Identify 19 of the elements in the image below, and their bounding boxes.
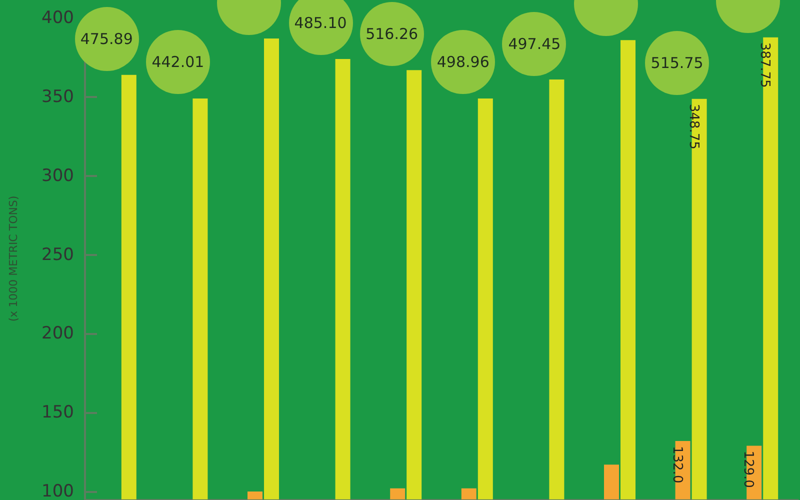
y-tick-label: 150 bbox=[42, 402, 74, 423]
y-tick-label: 200 bbox=[42, 324, 74, 344]
annotation: 497.45 bbox=[508, 34, 561, 53]
data-label: 132.0 bbox=[669, 446, 684, 484]
y-axis-title: (x 1000 METRIC TONS) bbox=[7, 196, 20, 322]
y-tick-label: 300 bbox=[42, 166, 74, 186]
y-tick-label: 400 bbox=[42, 8, 74, 28]
annotation: 442.01 bbox=[152, 53, 204, 72]
annotation: 516.26 bbox=[366, 25, 418, 44]
annotation: 498.96 bbox=[436, 53, 490, 72]
y-tick-label: 100 bbox=[42, 482, 74, 500]
annotation: 485.10 bbox=[294, 14, 347, 32]
y-tick-label: 350 bbox=[42, 86, 74, 107]
annotation: 475.89 bbox=[80, 30, 133, 48]
data-label: 387.75 bbox=[757, 42, 772, 88]
y-tick-label: 250 bbox=[42, 244, 74, 265]
data-label: 348.75 bbox=[686, 104, 701, 150]
annotation: 515.75 bbox=[650, 54, 704, 72]
data-label: 129.0 bbox=[740, 450, 756, 488]
